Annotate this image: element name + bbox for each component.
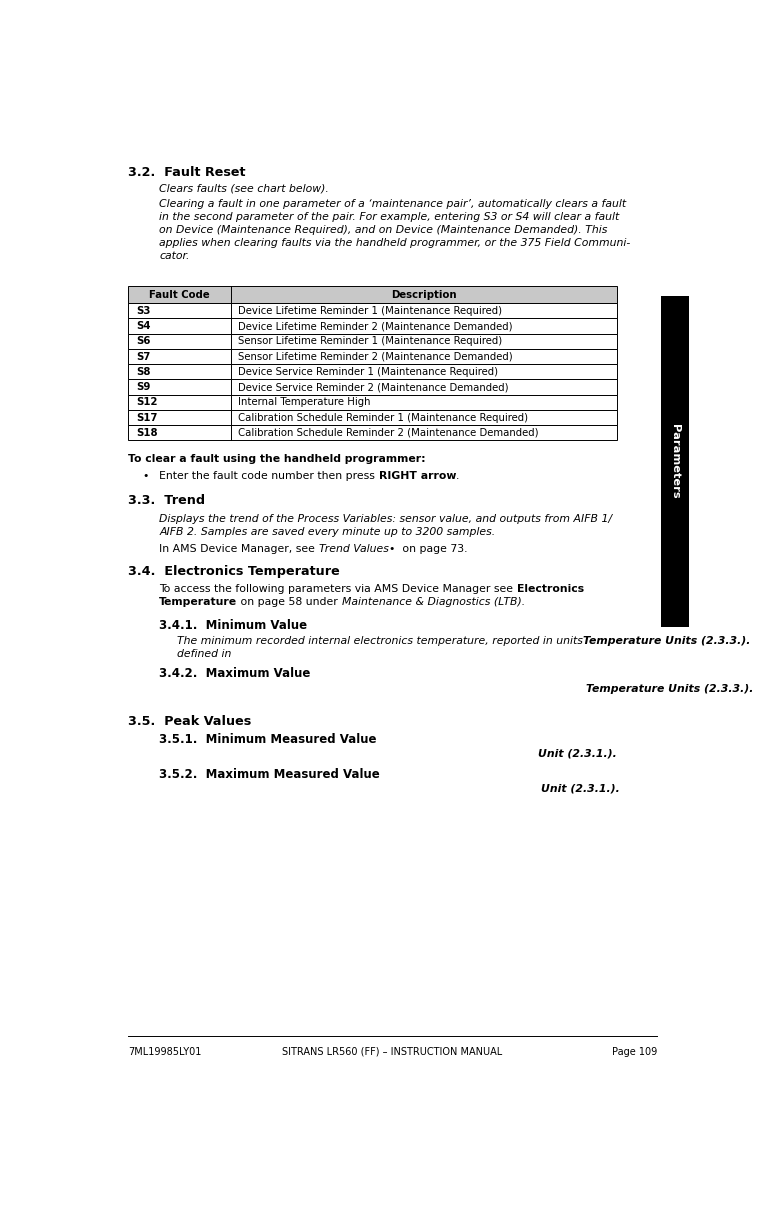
Text: Clears faults (see chart below).: Clears faults (see chart below).	[159, 185, 329, 194]
Text: Clearing a fault in one parameter of a ‘maintenance pair’, automatically clears : Clearing a fault in one parameter of a ‘…	[159, 199, 630, 260]
Text: Internal Temperature High: Internal Temperature High	[238, 397, 371, 408]
Text: Enter the fault code number then press: Enter the fault code number then press	[159, 472, 378, 481]
Text: Calibration Schedule Reminder 2 (Maintenance Demanded): Calibration Schedule Reminder 2 (Mainten…	[238, 428, 539, 438]
Text: 3.5.2.  Maximum Measured Value: 3.5.2. Maximum Measured Value	[159, 768, 380, 780]
Bar	[128, 364, 617, 380]
Text: Page 109: Page 109	[611, 1047, 657, 1056]
Text: Calibration Schedule Reminder 1 (Maintenance Required): Calibration Schedule Reminder 1 (Mainten…	[238, 412, 529, 422]
Text: S17: S17	[136, 412, 158, 422]
Text: Displays the trend of the Process Variables: sensor value, and outputs from AIFB: Displays the trend of the Process Variab…	[159, 514, 612, 537]
Text: Unit (2.3.1.).: Unit (2.3.1.).	[538, 749, 617, 759]
Text: on page 58 under: on page 58 under	[237, 597, 342, 608]
Text: S8: S8	[136, 367, 151, 376]
Bar	[128, 334, 617, 349]
Text: Device Lifetime Reminder 1 (Maintenance Required): Device Lifetime Reminder 1 (Maintenance …	[238, 306, 502, 316]
Text: .: .	[456, 472, 460, 481]
Text: 3.3.  Trend: 3.3. Trend	[128, 494, 205, 508]
Text: Electronics: Electronics	[517, 584, 584, 593]
Text: S6: S6	[136, 336, 150, 346]
Text: arrow: arrow	[417, 472, 456, 481]
Bar	[128, 303, 617, 318]
Bar	[128, 426, 617, 440]
Text: Device Service Reminder 2 (Maintenance Demanded): Device Service Reminder 2 (Maintenance D…	[238, 382, 509, 392]
Bar	[662, 295, 689, 627]
Text: Description: Description	[391, 289, 457, 300]
Text: Device Lifetime Reminder 2 (Maintenance Demanded): Device Lifetime Reminder 2 (Maintenance …	[238, 321, 513, 330]
Text: 3.5.  Peak Values: 3.5. Peak Values	[128, 714, 251, 727]
Text: To access the following parameters via AMS Device Manager see: To access the following parameters via A…	[159, 584, 517, 593]
Text: 3.4.2.  Maximum Value: 3.4.2. Maximum Value	[159, 667, 311, 680]
Text: 3.4.  Electronics Temperature: 3.4. Electronics Temperature	[128, 566, 340, 578]
Text: Temperature Units (2.3.3.).: Temperature Units (2.3.3.).	[586, 684, 754, 693]
Text: •: •	[142, 472, 149, 481]
Text: Maintenance & Diagnostics (LTB).: Maintenance & Diagnostics (LTB).	[342, 597, 525, 608]
Text: S4: S4	[136, 321, 151, 330]
Text: In AMS Device Manager, see: In AMS Device Manager, see	[159, 544, 319, 554]
Text: S12: S12	[136, 397, 158, 408]
Text: 3.4.1.  Minimum Value: 3.4.1. Minimum Value	[159, 619, 307, 632]
Text: Temperature Units (2.3.3.).: Temperature Units (2.3.3.).	[583, 636, 751, 646]
Text: Fault Code: Fault Code	[149, 289, 210, 300]
Bar	[128, 394, 617, 410]
Text: 3.2.  Fault Reset: 3.2. Fault Reset	[128, 166, 246, 180]
Text: S9: S9	[136, 382, 150, 392]
Text: Trend Values: Trend Values	[319, 544, 388, 554]
Text: S3: S3	[136, 306, 150, 316]
Bar	[128, 410, 617, 426]
Text: 7ML19985LY01: 7ML19985LY01	[128, 1047, 201, 1056]
Text: 3.5.1.  Minimum Measured Value: 3.5.1. Minimum Measured Value	[159, 733, 377, 747]
Bar	[128, 349, 617, 364]
Bar	[128, 380, 617, 394]
Text: SITRANS LR560 (FF) – INSTRUCTION MANUAL: SITRANS LR560 (FF) – INSTRUCTION MANUAL	[283, 1047, 502, 1056]
Text: Parameters: Parameters	[670, 423, 680, 498]
Bar	[128, 318, 617, 334]
Text: S18: S18	[136, 428, 158, 438]
Bar	[128, 286, 617, 303]
Text: S7: S7	[136, 351, 150, 362]
Text: Device Service Reminder 1 (Maintenance Required): Device Service Reminder 1 (Maintenance R…	[238, 367, 499, 376]
Text: Sensor Lifetime Reminder 2 (Maintenance Demanded): Sensor Lifetime Reminder 2 (Maintenance …	[238, 351, 513, 362]
Text: RIGHT: RIGHT	[378, 472, 417, 481]
Text: Sensor Lifetime Reminder 1 (Maintenance Required): Sensor Lifetime Reminder 1 (Maintenance …	[238, 336, 502, 346]
Text: To clear a fault using the handheld programmer:: To clear a fault using the handheld prog…	[128, 455, 426, 464]
Text: •  on page 73.: • on page 73.	[388, 544, 467, 554]
Text: Unit (2.3.1.).: Unit (2.3.1.).	[541, 783, 620, 794]
Text: The minimum recorded internal electronics temperature, reported in units
defined: The minimum recorded internal electronic…	[177, 636, 583, 658]
Text: Temperature: Temperature	[159, 597, 237, 608]
